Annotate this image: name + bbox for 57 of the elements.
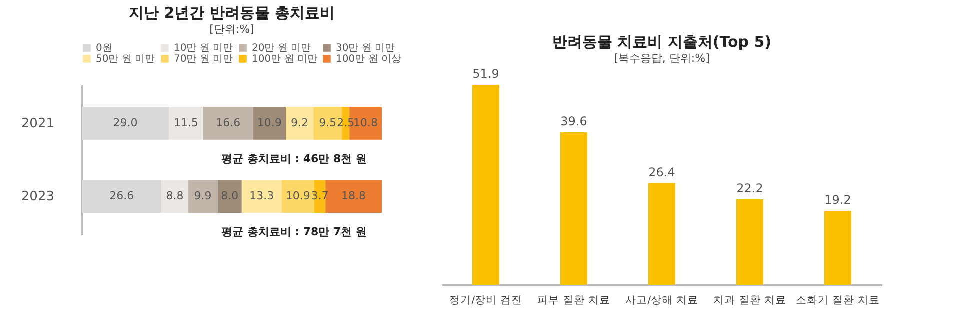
bar bbox=[162, 180, 188, 214]
x-tick-label: 치과 질환 치료 bbox=[714, 294, 786, 306]
bar bbox=[82, 180, 162, 214]
bar bbox=[472, 85, 500, 285]
y-tick-label: 2021 bbox=[21, 116, 54, 132]
bar bbox=[736, 199, 764, 285]
bar bbox=[648, 183, 676, 285]
data-label: 29.0 bbox=[113, 116, 138, 130]
data-label: 19.2 bbox=[824, 193, 852, 208]
bar bbox=[824, 211, 852, 285]
legend-label: 20만 원 미만 bbox=[252, 43, 312, 54]
data-label: 2.5 bbox=[337, 116, 355, 130]
annotation: 평균 총치료비 : 46만 8천 원 bbox=[221, 152, 367, 166]
data-label: 10.8 bbox=[354, 116, 378, 130]
data-label: 8.0 bbox=[221, 190, 239, 203]
x-tick-label: 소화기 질환 치료 bbox=[796, 294, 880, 306]
data-label: 8.8 bbox=[166, 190, 184, 203]
data-label: 13.3 bbox=[250, 190, 274, 203]
data-label: 3.7 bbox=[311, 190, 329, 203]
x-tick-label: 정기/장비 검진 bbox=[450, 294, 522, 306]
legend-label: 10만 원 미만 bbox=[174, 43, 234, 54]
legend-label: 30만 원 미만 bbox=[336, 43, 396, 54]
y-tick-label: 2023 bbox=[21, 190, 54, 205]
data-label: 11.5 bbox=[174, 116, 198, 130]
data-label: 10.9 bbox=[286, 190, 310, 203]
x-tick-label: 피부 질환 치료 bbox=[538, 294, 610, 306]
x-tick-label: 사고/상해 치료 bbox=[626, 294, 698, 306]
data-label: 16.6 bbox=[216, 116, 241, 130]
bar bbox=[188, 180, 218, 214]
legend-label: 70만 원 미만 bbox=[174, 54, 234, 65]
data-label: 22.2 bbox=[736, 181, 764, 196]
data-label: 51.9 bbox=[472, 67, 500, 81]
data-label: 9.2 bbox=[291, 116, 309, 130]
legend-label: 50만 원 미만 bbox=[96, 54, 156, 65]
bar bbox=[242, 180, 282, 214]
data-label: 10.9 bbox=[257, 116, 282, 130]
bar bbox=[218, 180, 242, 214]
bar bbox=[204, 106, 254, 140]
bar bbox=[82, 106, 169, 140]
data-label: 26.6 bbox=[110, 190, 134, 203]
legend-label: 100만 원 이상 bbox=[336, 54, 402, 65]
legend-label: 100만 원 미만 bbox=[252, 54, 318, 65]
bar bbox=[560, 132, 588, 285]
data-label: 9.5 bbox=[319, 116, 337, 130]
chart-subtitle: [복수응답, 단위:%] bbox=[614, 52, 710, 65]
bar bbox=[169, 106, 204, 140]
bar bbox=[286, 106, 314, 140]
annotation: 평균 총치료비 : 78만 7천 원 bbox=[221, 226, 367, 239]
data-label: 26.4 bbox=[648, 165, 676, 180]
data-label: 18.8 bbox=[342, 190, 366, 203]
data-label: 39.6 bbox=[560, 114, 588, 128]
data-label: 9.9 bbox=[194, 190, 212, 203]
chart-title: 지난 2년간 반려동물 총치료비 bbox=[128, 4, 336, 22]
chart-subtitle: [단위:%] bbox=[210, 23, 254, 36]
chart-title: 반려동물 치료비 지출처(Top 5) bbox=[552, 33, 772, 51]
legend-label: 0원 bbox=[96, 43, 112, 54]
bar bbox=[253, 106, 286, 140]
